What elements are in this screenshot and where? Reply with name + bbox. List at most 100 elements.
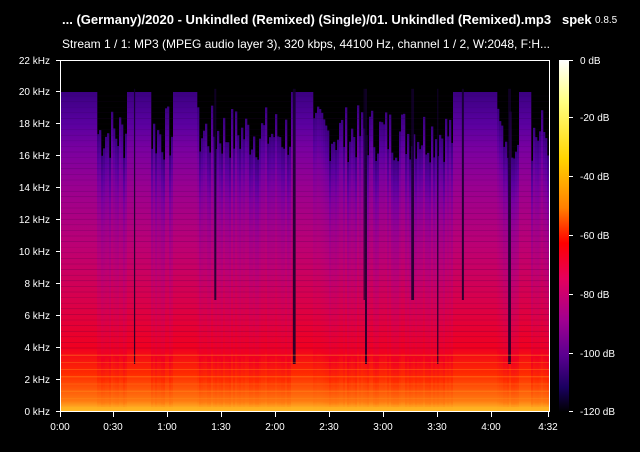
spectrogram-column <box>77 92 80 412</box>
spectrogram-column <box>421 145 424 412</box>
spectrogram-column <box>117 146 120 412</box>
spectrogram-column <box>291 92 294 412</box>
spectrogram-column <box>335 150 338 412</box>
spectrogram-column <box>163 159 166 412</box>
spectrogram-column <box>471 92 474 412</box>
spectrogram-column <box>435 139 438 412</box>
spectrogram-column <box>417 141 420 412</box>
spectrogram-column <box>409 159 412 412</box>
spectrogram-column <box>395 157 398 412</box>
spectrogram-column <box>193 92 196 412</box>
spectrogram-column <box>505 141 508 412</box>
spectrogram-column <box>329 161 332 412</box>
spectrogram-column <box>251 149 254 412</box>
spectrogram-column <box>369 116 372 413</box>
freq-tick-10: 10 kHz <box>19 247 60 258</box>
spectrogram-column <box>69 92 72 412</box>
spectrogram-column <box>157 130 160 412</box>
spectrogram-column <box>331 143 334 412</box>
spectrogram-column <box>355 157 358 412</box>
svg-text:20 kHz: 20 kHz <box>19 87 50 98</box>
spectrogram-column <box>195 92 198 412</box>
freq-tick-0: 0 kHz <box>24 407 60 418</box>
spectrogram-column <box>191 92 194 412</box>
svg-text:2:00: 2:00 <box>265 422 285 433</box>
spectrogram-column <box>273 137 276 412</box>
spectrogram-column <box>349 141 352 412</box>
spectrogram-column <box>357 105 360 412</box>
spectrogram-column <box>367 155 370 412</box>
spectrogram-column <box>101 155 104 412</box>
spectrogram-column <box>159 134 162 412</box>
spectrogram-column <box>85 92 88 412</box>
freq-tick-4: 4 kHz <box>24 343 60 354</box>
spectrogram-column <box>475 92 478 412</box>
spectrogram-column <box>237 135 240 413</box>
spectrogram-column <box>109 157 112 412</box>
spectrogram-column <box>299 92 302 412</box>
svg-text:-100 dB: -100 dB <box>580 349 615 360</box>
freq-tick-22: 22 kHz <box>19 56 60 67</box>
spectrogram-column <box>301 92 304 412</box>
spectrogram-column <box>201 138 204 412</box>
spectrogram-column <box>375 160 378 412</box>
spectrogram-column <box>257 159 260 412</box>
time-tick-0400: 4:00 <box>481 412 501 433</box>
level-color-bar <box>559 60 569 412</box>
spectrogram-column <box>547 155 550 412</box>
time-axis: 0:00 0:30 1:00 1:30 2:00 2:30 3:00 3:30 … <box>50 412 558 433</box>
spectrogram-column <box>413 134 416 412</box>
spectrogram-column <box>241 127 244 413</box>
spectrogram-column <box>189 92 192 412</box>
svg-text:-80 dB: -80 dB <box>580 290 610 301</box>
spectrogram-column <box>539 131 542 413</box>
spectrogram-column <box>113 128 116 412</box>
spectrogram-column <box>281 147 284 412</box>
spectrogram-column <box>419 149 422 412</box>
spectrogram-column <box>393 160 396 412</box>
spectrogram-column <box>361 112 364 413</box>
time-tick-0130: 1:30 <box>211 412 231 433</box>
spectrogram-column <box>333 141 336 412</box>
spectrogram-column <box>457 92 460 412</box>
spectrogram-column <box>135 92 138 412</box>
svg-text:16 kHz: 16 kHz <box>19 151 50 162</box>
spectrogram-column <box>327 130 330 412</box>
spectrogram-gap <box>214 88 217 300</box>
spectrogram-column <box>515 151 518 413</box>
db-tick-100: -100 dB <box>569 349 615 360</box>
spectrogram-column <box>171 136 174 412</box>
file-title: ... (Germany)/2020 - Unkindled (Remixed)… <box>62 12 552 27</box>
spectrogram-column <box>447 136 450 412</box>
spectrogram-column <box>259 138 262 412</box>
spectrogram-column <box>387 149 390 412</box>
spectrogram-column <box>247 124 250 413</box>
spectrogram-column <box>351 128 354 412</box>
spectrogram-column <box>115 138 118 413</box>
spectrogram-column <box>147 92 150 412</box>
spectrogram-column <box>243 139 246 412</box>
spectrogram-column <box>523 92 526 412</box>
spectrogram-column <box>319 109 322 412</box>
spectrogram-column <box>209 152 212 412</box>
time-tick-0230: 2:30 <box>319 412 339 433</box>
spectrogram-column <box>323 119 326 412</box>
svg-text:1:00: 1:00 <box>157 422 177 433</box>
svg-text:4:00: 4:00 <box>481 422 501 433</box>
time-tick-0432: 4:32 <box>538 412 558 433</box>
spectrogram-gap <box>292 88 296 365</box>
spectrogram-column <box>445 118 448 412</box>
spectrogram-column <box>179 92 182 412</box>
spectrogram-column <box>121 124 124 412</box>
spectrogram-column <box>287 154 290 412</box>
spectrogram-column <box>373 147 376 413</box>
spectrogram-column <box>143 92 146 412</box>
spectrogram-column <box>67 92 70 412</box>
db-tick-0: 0 dB <box>569 56 601 67</box>
spectrogram-column <box>99 130 102 412</box>
spectrogram-gap <box>411 88 415 300</box>
svg-text:0:00: 0:00 <box>50 422 70 433</box>
spectrogram-gap <box>461 88 464 300</box>
frequency-axis: 0 kHz 2 kHz 4 kHz 6 kHz 8 kHz 10 kHz 12 … <box>19 56 60 418</box>
